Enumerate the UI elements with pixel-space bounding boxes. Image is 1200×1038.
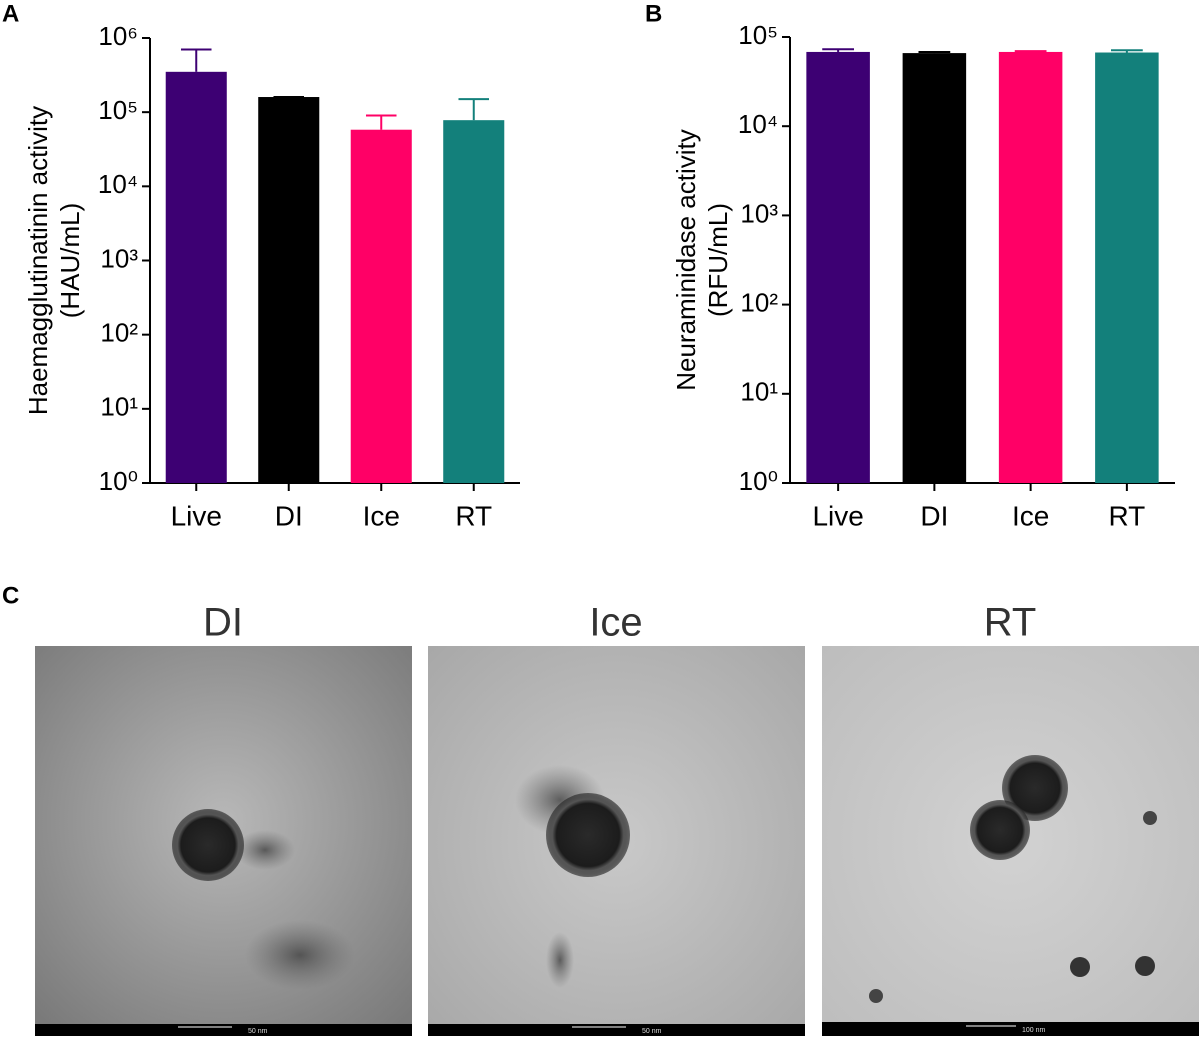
- bar: [165, 71, 227, 484]
- y-axis-label: Neuraminidase activity: [671, 129, 701, 391]
- x-tick-label: DI: [920, 500, 948, 531]
- y-tick-label: 10²: [100, 318, 138, 348]
- virion: [172, 809, 244, 881]
- scale-strip: [428, 1024, 805, 1036]
- particle: [245, 920, 355, 990]
- particle: [235, 830, 295, 870]
- y-tick-label: 10³: [740, 198, 778, 228]
- bar: [258, 97, 320, 483]
- x-tick-label: Ice: [1012, 500, 1049, 531]
- bar: [806, 51, 870, 483]
- particle: [869, 989, 883, 1003]
- particle: [546, 932, 574, 988]
- scale-label: 50 nm: [248, 1028, 268, 1035]
- micrograph-images: [35, 646, 1199, 1036]
- virion: [970, 800, 1030, 860]
- bar: [443, 120, 505, 483]
- y-axis-label: (RFU/mL): [703, 203, 733, 317]
- micrograph-title: Ice: [589, 601, 642, 645]
- x-tick-label: RT: [1108, 500, 1145, 531]
- particle: [1070, 957, 1090, 977]
- x-tick-label: Live: [812, 500, 863, 531]
- micrograph-title: RT: [984, 601, 1037, 645]
- y-tick-label: 10⁰: [739, 466, 778, 496]
- panel-label: A: [2, 0, 19, 27]
- panel-label: B: [645, 0, 662, 27]
- y-tick-label: 10⁵: [738, 20, 778, 50]
- y-axis-label: (HAU/mL): [55, 203, 85, 319]
- bar: [350, 129, 412, 484]
- bar: [902, 53, 967, 483]
- micrograph-title: DI: [203, 601, 243, 645]
- x-tick-label: Ice: [363, 500, 400, 531]
- particle: [1143, 811, 1157, 825]
- particle: [1135, 956, 1155, 976]
- x-tick-label: RT: [455, 500, 492, 531]
- y-tick-label: 10⁵: [98, 95, 138, 125]
- y-tick-label: 10⁶: [98, 21, 138, 51]
- scale-strip: [35, 1024, 412, 1036]
- scale-label: 50 nm: [642, 1028, 662, 1035]
- panel-label: C: [2, 582, 19, 609]
- bar: [998, 51, 1063, 483]
- y-axis-label: Haemagglutinatinin activity: [23, 106, 53, 415]
- y-tick-label: 10⁴: [738, 109, 778, 139]
- y-tick-label: 10⁴: [98, 169, 138, 199]
- y-tick-label: 10¹: [740, 377, 778, 407]
- y-tick-label: 10³: [100, 243, 138, 273]
- virion: [546, 793, 630, 877]
- y-tick-label: 10⁰: [99, 466, 138, 496]
- bar: [1095, 52, 1159, 483]
- y-tick-label: 10¹: [100, 392, 138, 422]
- x-tick-label: Live: [171, 500, 222, 531]
- y-tick-label: 10²: [740, 287, 778, 317]
- x-tick-label: DI: [275, 500, 303, 531]
- scale-label: 100 nm: [1022, 1027, 1046, 1034]
- virion: [1002, 755, 1068, 821]
- scale-strip: [822, 1022, 1199, 1036]
